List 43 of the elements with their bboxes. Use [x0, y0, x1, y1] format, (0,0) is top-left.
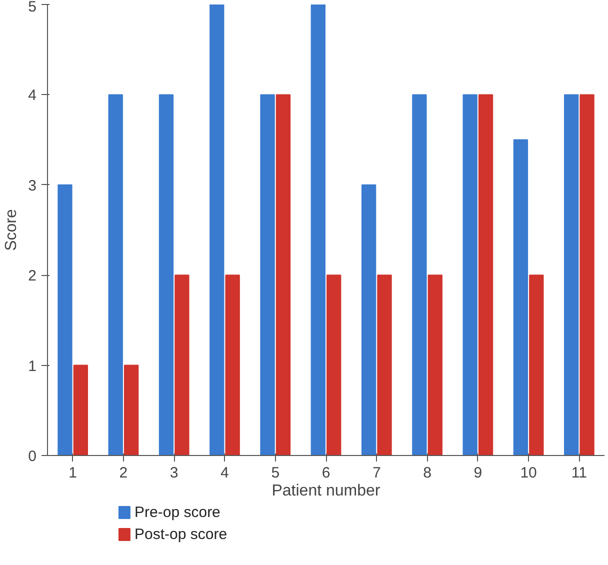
x-tick-label: 10 — [520, 464, 537, 482]
y-tick-label: 0 — [28, 448, 36, 465]
x-tick-label: 4 — [220, 464, 229, 482]
x-tick-label: 9 — [474, 464, 482, 482]
bar — [158, 94, 174, 456]
bar — [478, 94, 494, 456]
x-tick-label: 6 — [322, 464, 330, 482]
x-axis-title: Patient number — [272, 482, 381, 500]
legend-label: Pre-op score — [134, 504, 220, 521]
y-tick-label: 3 — [28, 177, 36, 194]
x-tick-label: 8 — [423, 464, 432, 482]
bar — [225, 274, 240, 456]
y-tick-label: 1 — [28, 358, 36, 375]
bar — [580, 94, 594, 456]
bar — [108, 94, 123, 456]
y-axis-title: Score — [3, 209, 20, 251]
bar — [377, 274, 392, 456]
bar — [412, 94, 427, 456]
y-tick-label: 2 — [28, 268, 36, 285]
bar — [529, 274, 544, 456]
x-tick-label: 11 — [571, 464, 587, 482]
bar — [276, 94, 291, 456]
bar — [210, 4, 224, 456]
bar — [326, 274, 342, 456]
x-tick-label: 3 — [170, 464, 178, 482]
bar — [73, 364, 88, 456]
x-tick-label: 1 — [68, 464, 77, 482]
bar — [174, 274, 190, 456]
bar — [310, 4, 326, 456]
x-tick-label: 2 — [119, 464, 128, 482]
x-tick-label: 5 — [271, 464, 280, 482]
bar — [462, 94, 478, 456]
legend-label: Post-op score — [134, 526, 228, 543]
y-tick-label: 5 — [28, 0, 36, 16]
bar — [513, 139, 528, 456]
bar — [361, 184, 376, 456]
bar — [124, 364, 139, 456]
y-tick-label: 4 — [28, 87, 36, 104]
x-tick-label: 7 — [372, 464, 381, 482]
bar — [428, 274, 442, 456]
bar — [58, 184, 72, 456]
bar — [564, 94, 579, 456]
bar — [260, 94, 275, 456]
